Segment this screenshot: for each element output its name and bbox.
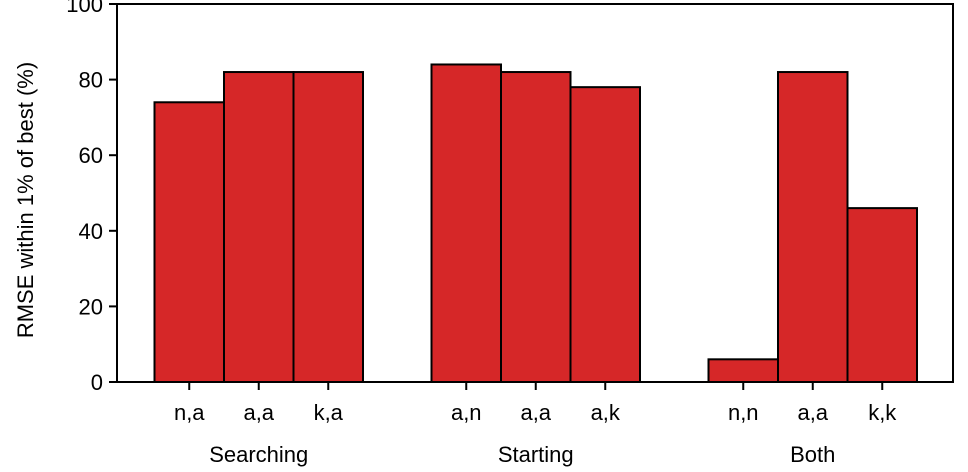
group-label-searching: Searching: [209, 442, 308, 467]
bars-layer: [153, 63, 918, 384]
x-tick-label: n,n: [728, 400, 759, 425]
x-tick-label: k,k: [868, 400, 897, 425]
group-label-both: Both: [790, 442, 835, 467]
y-tick-label: 40: [79, 219, 103, 244]
bar-searching-1: [223, 71, 295, 383]
bar-starting-0: [430, 63, 502, 383]
y-axis-label: RMSE within 1% of best (%): [13, 62, 38, 338]
x-tick-label: a,a: [520, 400, 551, 425]
bar-both-0: [707, 358, 779, 384]
y-tick-label: 0: [91, 370, 103, 395]
bar-searching-2: [292, 71, 364, 383]
bar-both-1: [777, 71, 849, 383]
y-tick-label: 80: [79, 68, 103, 93]
x-tick-label: k,a: [314, 400, 344, 425]
y-tick-label: 20: [79, 294, 103, 319]
group-label-starting: Starting: [498, 442, 574, 467]
bar-both-2: [846, 207, 918, 383]
x-tick-label: a,a: [243, 400, 274, 425]
y-axis: 0 20 40 60 80 100: [66, 0, 117, 395]
bar-starting-1: [500, 71, 572, 383]
y-tick-label: 60: [79, 143, 103, 168]
y-tick-label: 100: [66, 0, 103, 17]
bar-starting-2: [569, 86, 641, 383]
x-tick-label: n,a: [174, 400, 205, 425]
x-tick-label: a,n: [451, 400, 482, 425]
bar-searching-0: [153, 101, 225, 383]
x-tick-label: a,a: [797, 400, 828, 425]
x-tick-label: a,k: [591, 400, 621, 425]
